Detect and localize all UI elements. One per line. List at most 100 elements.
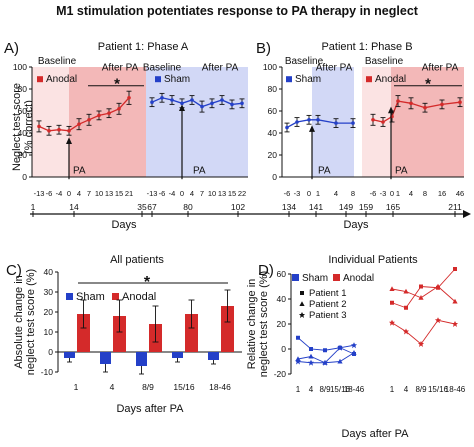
panel-b-anodal-point: [396, 99, 400, 103]
panel-b-ytick-label: 60: [268, 106, 278, 116]
panel-a-sham-point: [190, 98, 194, 102]
panel-b-pa-label-2: PA: [395, 166, 408, 177]
panel-a-xtick-label: -13: [34, 189, 45, 198]
panel-a-day-label-2: 102: [231, 202, 245, 212]
panel-d-sham-point: [351, 342, 357, 349]
panel-d-ytick-label: -20: [274, 369, 287, 379]
panel-d-ytick-label: 60: [277, 269, 287, 279]
panel-c-bar-sham: [64, 352, 75, 358]
panel-c-bar-sham: [172, 352, 183, 358]
panel-c-ytick-label: 0: [48, 347, 53, 357]
panel-d-anodal-point: [403, 288, 409, 294]
panel-d-xtick-label-anodal: 8/9: [415, 385, 427, 394]
panel-c-xtick-label: 4: [110, 382, 115, 392]
days-axis-arrowhead: [463, 210, 471, 218]
panel-a-anodal-point: [57, 127, 61, 132]
panel-a-anodal-point: [107, 111, 111, 115]
panel-b-day-label: 134: [282, 202, 296, 212]
panel-b-letter: B): [256, 40, 271, 57]
panel-d-anodal-line: [391, 319, 456, 345]
panel-b-after-pa-label-2: After PA: [422, 63, 459, 74]
panel-a-sham-point: [160, 96, 164, 100]
panel-d-anodal-point: [435, 317, 441, 324]
days-axis-label-b: Days: [343, 219, 369, 231]
panel-d-xlabel: Days after PA: [341, 428, 409, 440]
panel-c-legend-sham-marker: [66, 293, 73, 300]
panel-b-ytick-label: 80: [268, 84, 278, 94]
panel-a-day-label: 14: [69, 202, 79, 212]
panel-a-pa-label: PA: [73, 166, 86, 177]
panel-d-xtick-label-sham: 8/9: [319, 385, 331, 394]
panel-b-xtick-label-2: -6: [370, 189, 377, 198]
panel-a-xtick-label: 15: [115, 189, 123, 198]
panel-b-sig-star: *: [425, 76, 431, 93]
panel-d-anodal-point: [403, 328, 409, 335]
panel-a-sham-region: [146, 67, 248, 177]
panel-c-bar-anodal: [113, 316, 126, 352]
panel-a-day-label-2: 80: [183, 202, 193, 212]
panel-b-sham-point: [316, 118, 320, 122]
panel-c: -10 0 10 20 30 40 Absolute change in neglect te…: [13, 267, 242, 415]
panel-a-anodal-point: [77, 122, 81, 126]
panel-d-xtick-label-anodal: 18-46: [445, 385, 466, 394]
top-ylabel-line1: Neglect test score: [11, 83, 23, 171]
panel-a-xtick-label: 13: [105, 189, 113, 198]
panel-c-xtick-label: 8/9: [142, 382, 154, 392]
panel-a-baseline-label-2: Baseline: [143, 63, 182, 74]
panel-d-subtitle: Individual Patients: [328, 254, 418, 266]
panel-b-xtick-label: -6: [284, 189, 291, 198]
panel-d-letter: D): [258, 262, 274, 279]
panel-a-after-pa-label: After PA: [102, 63, 139, 74]
panel-d-legend-patient: Patient 2: [309, 299, 347, 310]
panel-b-day-label: 141: [309, 202, 323, 212]
panel-d-ylabel-line: neglect test score (%): [258, 271, 270, 377]
panel-d-xtick-label-sham: 1: [296, 385, 301, 394]
panel-a-sham-point: [200, 104, 204, 109]
panel-c-legend-anodal-marker: [112, 293, 119, 300]
panel-c-legend-sham: Sham: [76, 291, 105, 303]
panel-a-after-pa-region: [69, 67, 146, 177]
panel-d: -20 0 20 40 60 Relative change in neglect test…: [246, 267, 466, 440]
panel-a-pa-label-2: PA: [193, 166, 206, 177]
days-axis-label: Days: [111, 219, 137, 231]
panel-d-legend-anodal: Anodal: [343, 273, 374, 284]
panel-a-xtick-label: 10: [95, 189, 103, 198]
panel-d-sham-point: [296, 335, 300, 340]
panel-b-day-label: 149: [339, 202, 353, 212]
panel-d-ylabel: Relative change in neglect test score (%): [246, 271, 270, 377]
panel-a-pa-arrowhead: [66, 137, 72, 144]
panel-b-after-pa-label: After PA: [316, 63, 353, 74]
panel-b-anodal-point: [381, 120, 385, 124]
panel-b-pa-arrowhead-2: [388, 106, 394, 114]
panel-c-ylabel-line: neglect test score (%): [25, 269, 37, 375]
panel-b-xtick-label-2: -3: [380, 189, 387, 198]
panel-b-xtick-label-2: 1: [396, 189, 400, 198]
panel-b-xtick-label: -3: [294, 189, 301, 198]
panel-d-anodal-point: [404, 305, 408, 310]
panel-c-ytick-label: -10: [41, 367, 54, 377]
panel-a-anodal-point: [97, 113, 101, 118]
panel-b-day-label-2: 165: [386, 202, 400, 212]
panel-d-sham-line: [297, 344, 355, 364]
panel-d-xtick-label-anodal: 4: [404, 385, 409, 394]
panel-c-xlabel: Days after PA: [116, 403, 184, 415]
panel-d-sham-point: [323, 348, 327, 353]
panel-b-xtick-label-2: 16: [438, 189, 446, 198]
panel-c-ytick-label: 20: [44, 307, 54, 317]
panel-a-baseline-region: [32, 67, 69, 177]
panel-c-ytick-label: 30: [44, 287, 54, 297]
panel-a-xtick-label: 0: [67, 189, 71, 198]
panel-d-anodal-point: [389, 286, 395, 291]
panel-b-sham-point: [334, 121, 338, 125]
panel-b-day-label-2: 159: [359, 202, 373, 212]
panel-b-ytick-label: 0: [272, 172, 277, 182]
panel-a-xtick-label-2: 13: [218, 189, 226, 198]
panel-a-sham-line: [151, 97, 243, 108]
panel-a-legend-anodal-marker: [37, 76, 43, 83]
panel-d-sham-point: [308, 353, 314, 359]
panel-c-bar-sham: [208, 352, 219, 360]
panel-d-xtick-label-sham: 15/16: [330, 385, 351, 394]
panel-a-day-label: 1: [31, 202, 36, 212]
